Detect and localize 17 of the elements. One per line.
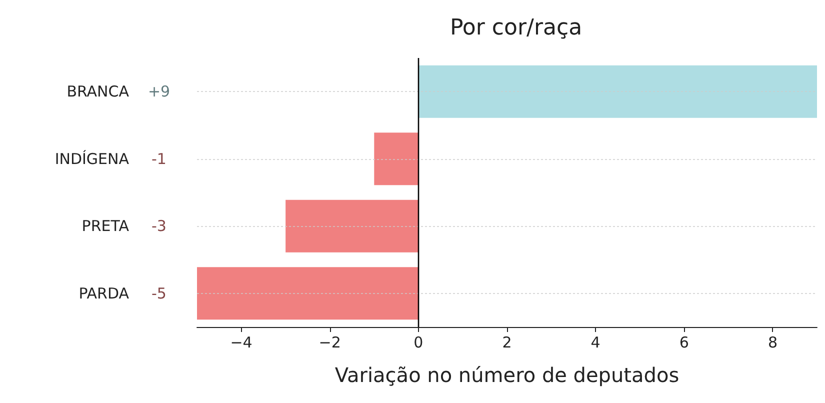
data-label: +9 (148, 82, 170, 101)
x-tick-label: 2 (502, 334, 512, 352)
x-tick-label: −4 (230, 334, 252, 352)
x-tick-label: 8 (768, 334, 778, 352)
data-label: -5 (152, 284, 166, 302)
x-tick-label: 6 (679, 334, 689, 352)
data-label: -1 (152, 150, 166, 168)
y-tick-label: BRANCA (66, 82, 130, 101)
x-tick-label: −2 (318, 334, 341, 352)
y-tick-label: INDÍGENA (54, 150, 130, 168)
y-tick-label: PRETA (82, 217, 130, 236)
x-tick-label: 0 (414, 334, 424, 352)
chart-title: Por cor/raça (450, 16, 582, 40)
x-tick-label: 4 (590, 334, 600, 352)
data-label: -3 (152, 217, 166, 236)
y-tick-label: PARDA (78, 284, 130, 302)
x-axis-title: Variação no número de deputados (334, 363, 680, 387)
